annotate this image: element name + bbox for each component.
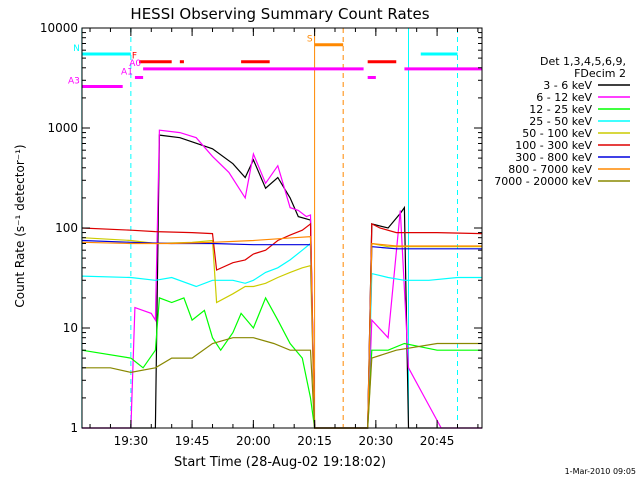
status-label-a1: A1	[121, 67, 133, 77]
x-tick-label-2: 20:00	[236, 434, 271, 448]
plot-frame	[81, 27, 483, 429]
legend-label-1: 6 - 12 keV	[536, 91, 592, 104]
y-tick-label-1: 10	[63, 321, 78, 335]
x-tick-label-4: 20:30	[359, 434, 394, 448]
footer-date: 1-Mar-2010 09:05	[565, 467, 636, 476]
series-line-3	[81, 242, 482, 429]
y-tick-label-2: 100	[55, 221, 78, 235]
legend-label-5: 100 - 300 keV	[515, 139, 592, 152]
legend-label-3: 25 - 50 keV	[529, 115, 592, 128]
status-label-a3: A3	[68, 77, 80, 87]
legend-label-7: 800 - 7000 keV	[508, 163, 592, 176]
status-label-n: N	[73, 44, 80, 54]
x-tick-label-0: 19:30	[114, 434, 149, 448]
y-axis-label: Count Rate (s⁻¹ detector⁻¹)	[13, 144, 27, 307]
legend-label-6: 300 - 800 keV	[515, 151, 592, 164]
y-tick-label-0: 1	[70, 421, 78, 435]
legend-label-4: 50 - 100 keV	[522, 127, 592, 140]
legend-header-0: Det 1,3,4,5,6,9,	[540, 55, 626, 68]
series-line-1	[81, 129, 482, 429]
legend-label-0: 3 - 6 keV	[543, 79, 592, 92]
status-label-s: S	[307, 35, 313, 45]
chart-title: HESSI Observing Summary Count Rates	[130, 5, 429, 23]
status-label-a0: A0	[129, 59, 141, 69]
legend-header-1: FDecim 2	[574, 67, 626, 80]
x-axis-label: Start Time (28-Aug-02 19:18:02)	[174, 455, 386, 470]
y-tick-label-3: 1000	[47, 121, 78, 135]
y-tick-label-4: 10000	[40, 21, 78, 35]
x-tick-label-1: 19:45	[175, 434, 210, 448]
series-line-6	[81, 239, 482, 429]
series-lines	[81, 129, 483, 429]
series-line-2	[81, 296, 482, 429]
series-line-8	[81, 337, 482, 429]
series-line-0	[81, 134, 482, 429]
series-line-5	[81, 222, 483, 429]
series-line-4	[81, 237, 482, 429]
status-label-f: F	[132, 52, 137, 62]
legend-label-8: 7000 - 20000 keV	[494, 175, 592, 188]
axes: 1 10 100 1000 10000 19:30 19:45 20:00 20:15 20:30…	[40, 21, 483, 448]
legend-label-2: 12 - 25 keV	[529, 103, 592, 116]
series-line-7	[81, 235, 482, 429]
x-tick-label-5: 20:45	[420, 434, 455, 448]
x-tick-label-3: 20:15	[297, 434, 332, 448]
